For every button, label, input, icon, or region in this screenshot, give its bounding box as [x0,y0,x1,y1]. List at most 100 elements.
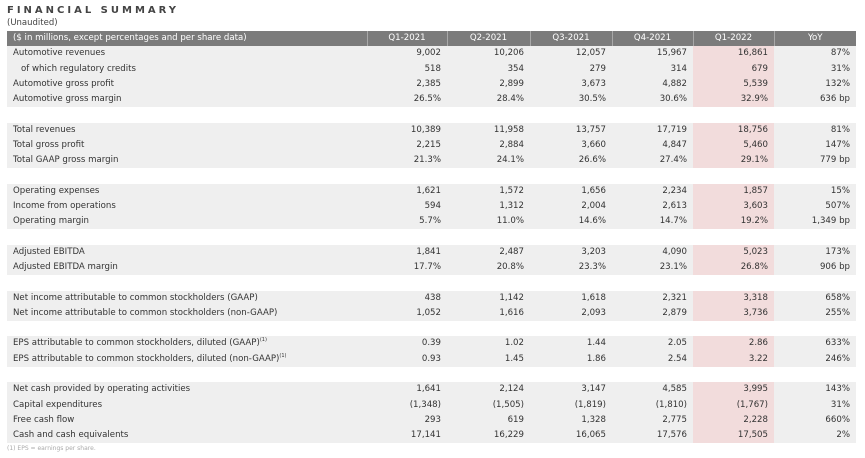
value-cell: 1,312 [447,198,530,215]
spacer-cell [693,366,774,383]
value-cell: 14.7% [612,214,693,230]
spacer-cell [693,107,774,123]
value-cell: 594 [367,198,447,215]
value-cell: 4,090 [612,244,693,260]
table-row: of which regulatory credits 518 354 279 314 6… [7,61,856,77]
value-cell: 1,328 [530,412,612,428]
table-row: Cash and cash equivalents 17,141 16,229 16,… [7,427,856,444]
value-cell: 2,124 [447,382,530,398]
spacer-cell [693,275,774,291]
value-cell: 30.5% [530,92,612,108]
table-row: Adjusted EBITDA 1,841 2,487 3,203 4,090 5,023… [7,244,856,260]
row-label-text: Adjusted EBITDA [13,246,85,257]
value-cell: 1,618 [530,290,612,306]
value-cell: 13,757 [530,122,612,138]
yoy-cell: 636 bp [774,92,856,108]
yoy-cell: 660% [774,412,856,428]
value-cell: 4,847 [612,137,693,154]
spacer-cell [367,366,447,383]
spacer-cell [367,107,447,123]
value-cell: 2,487 [447,244,530,260]
table-row: Automotive gross margin 26.5% 28.4% 30.5% 30… [7,92,856,108]
row-label-text: Income from operations [13,201,116,212]
value-cell: 2.54 [612,351,693,367]
row-label-text: Net income attributable to common stockh… [13,307,278,318]
row-label: Total GAAP gross margin [7,153,367,169]
spacer-cell [447,366,530,383]
spacer-cell [7,321,367,337]
spacer-row [7,107,856,123]
value-cell: 28.4% [447,92,530,108]
value-cell: 1,052 [367,305,447,322]
row-label-text: Net income attributable to common stockh… [13,292,258,303]
value-cell: 1.45 [447,351,530,367]
value-cell: 3,995 [693,382,774,398]
value-cell: (1,819) [530,397,612,413]
spacer-row [7,229,856,245]
value-cell: 23.1% [612,259,693,276]
value-cell: 1,142 [447,290,530,306]
spacer-cell [447,275,530,291]
spacer-cell [367,229,447,245]
table-row: Net income attributable to common stockh… [7,305,856,322]
spacer-cell [367,321,447,337]
spacer-cell [774,168,856,184]
row-label: Adjusted EBITDA [7,244,367,260]
row-label: Operating expenses [7,183,367,199]
value-cell: 11.0% [447,214,530,230]
spacer-cell [693,321,774,337]
value-cell: 1,641 [367,382,447,398]
spacer-cell [774,321,856,337]
value-cell: 4,585 [612,382,693,398]
value-cell: 15,967 [612,46,693,62]
yoy-cell: 31% [774,397,856,413]
column-header: Q4-2021 [611,31,693,47]
value-cell: 1,616 [447,305,530,322]
spacer-row [7,168,856,184]
table-row: EPS attributable to common stockholders,… [7,336,856,352]
table-row: Free cash flow 293 619 1,328 2,775 2,228 660% [7,412,856,428]
row-label: Total gross profit [7,137,367,154]
spacer-cell [612,321,693,337]
spacer-row [7,321,856,337]
value-cell: 27.4% [612,153,693,169]
yoy-cell: 143% [774,382,856,398]
value-cell: 29.1% [693,153,774,169]
table-row: Income from operations 594 1,312 2,004 2,613… [7,198,856,215]
row-label-text: EPS attributable to common stockholders,… [13,338,260,349]
footnote-ref: (1) [279,352,287,359]
spacer-cell [7,168,367,184]
value-cell: 3,603 [693,198,774,215]
value-cell: 32.9% [693,92,774,108]
value-cell: 2,385 [367,76,447,93]
value-cell: 293 [367,412,447,428]
row-label: Free cash flow [7,412,367,428]
row-label: Net cash provided by operating activitie… [7,382,367,398]
value-cell: 4,882 [612,76,693,93]
row-label: Adjusted EBITDA margin [7,259,367,276]
financial-summary: FINANCIAL SUMMARY (Unaudited) ($ in mill… [7,0,856,452]
table-row: Automotive revenues 9,002 10,206 12,057 15,9… [7,46,856,62]
value-cell: 3.22 [693,351,774,367]
row-label-text: Cash and cash equivalents [13,430,129,441]
yoy-cell: 173% [774,244,856,260]
page-subtitle: (Unaudited) [7,18,58,28]
value-cell: 30.6% [612,92,693,108]
value-cell: 17,505 [693,427,774,444]
spacer-cell [530,366,612,383]
footnote-ref: (1) [259,337,267,344]
table-row: Operating margin 5.7% 11.0% 14.6% 14.7% 19.2%… [7,214,856,230]
spacer-cell [774,275,856,291]
value-cell: 3,203 [530,244,612,260]
spacer-cell [530,275,612,291]
value-cell: 2,234 [612,183,693,199]
value-cell: 2,775 [612,412,693,428]
value-cell: 2,879 [612,305,693,322]
value-cell: (1,767) [693,397,774,413]
spacer-cell [530,107,612,123]
yoy-cell: 87% [774,46,856,62]
column-header: Q1-2021 [366,31,447,47]
value-cell: 2.05 [612,336,693,352]
value-cell: 3,736 [693,305,774,322]
spacer-cell [612,168,693,184]
